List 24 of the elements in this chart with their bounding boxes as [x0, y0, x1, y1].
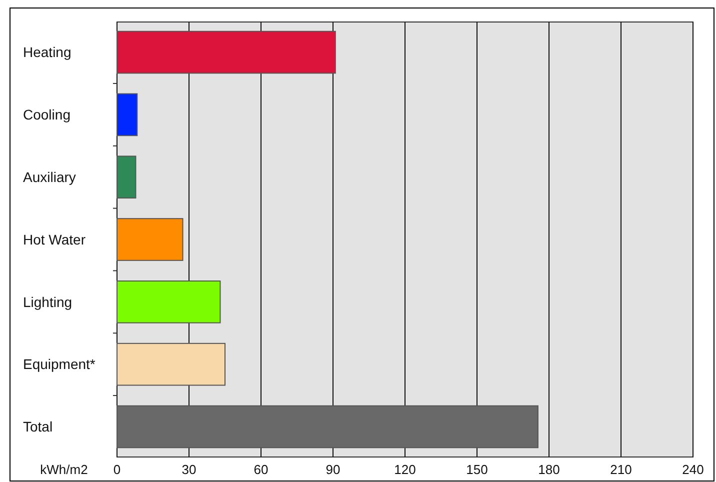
bar [116, 342, 226, 386]
x-axis-title: kWh/m2 [40, 462, 88, 477]
bar [116, 30, 336, 74]
y-tick-label: Cooling [23, 106, 70, 123]
x-tick-label: 150 [466, 462, 488, 477]
x-tick-label: 30 [182, 462, 196, 477]
bar [116, 93, 138, 136]
x-tick-label: 210 [610, 462, 632, 477]
bar [116, 405, 538, 448]
x-tick-label: 240 [682, 462, 704, 477]
x-tick-label: 0 [113, 462, 121, 477]
bar [116, 280, 221, 324]
y-tick-label: Hot Water [23, 231, 86, 248]
y-tick-label: Total [23, 418, 53, 435]
y-tick-label: Heating [23, 44, 72, 60]
x-tick-label: 60 [254, 462, 268, 477]
bar [116, 218, 184, 261]
bar [116, 156, 136, 198]
x-tick-label: 120 [394, 462, 416, 477]
x-tick-label: 90 [326, 462, 340, 477]
y-tick-label: Equipment* [23, 356, 96, 372]
y-tick-label: Auxiliary [23, 168, 76, 185]
y-tick-label: Lighting [23, 294, 72, 310]
x-tick-label: 180 [538, 462, 560, 477]
